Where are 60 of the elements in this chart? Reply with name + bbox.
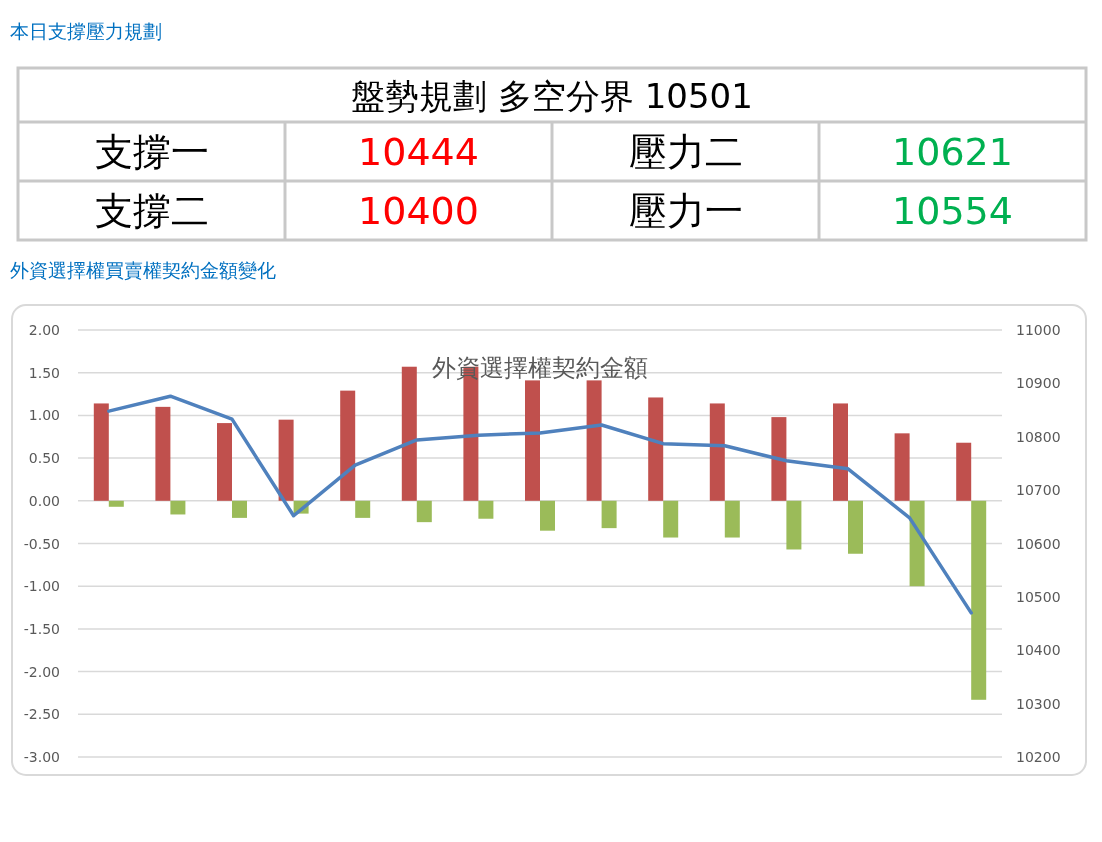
y-tick-label: 2.00 (28, 322, 60, 338)
y-tick-label: -2.00 (23, 663, 60, 680)
bar (833, 403, 848, 501)
y-tick-label: -2.50 (23, 706, 60, 723)
y-tick-label: 1.00 (28, 407, 60, 424)
y-tick-label: -1.50 (23, 620, 60, 637)
bar (170, 500, 186, 515)
data-label: 10621 (892, 130, 1013, 174)
y2-tick-label: 11000 (1016, 322, 1061, 338)
category-label: 支撐二 (94, 189, 209, 233)
y-tick-label: -1.00 (23, 578, 60, 595)
y2-tick-label: 10300 (1016, 695, 1061, 712)
bar (786, 500, 802, 550)
bar (355, 500, 371, 518)
y2-tick-label: 10500 (1016, 588, 1061, 605)
bar (909, 500, 925, 587)
bar (525, 380, 540, 501)
bar (232, 500, 247, 518)
bar (971, 500, 987, 700)
bar (540, 500, 555, 531)
bar (894, 433, 910, 501)
bar (108, 500, 124, 507)
bar (155, 406, 171, 501)
category-label: 壓力二 (628, 130, 743, 174)
bar (93, 403, 109, 501)
text: 本日支撐壓力規劃 (10, 20, 162, 42)
category-label: 壓力一 (628, 189, 743, 233)
y-tick-label: -3.00 (23, 749, 60, 765)
data-label: 10444 (358, 130, 479, 174)
y2-tick-label: 10900 (1016, 375, 1061, 392)
bar (724, 500, 740, 538)
bar (478, 500, 494, 519)
bar (401, 366, 417, 501)
bar (586, 380, 602, 501)
category-label: 支撐一 (94, 130, 209, 174)
bar (340, 390, 356, 501)
bar (278, 419, 294, 501)
y2-tick-label: 10700 (1016, 482, 1061, 499)
y2-tick-label: 10600 (1016, 535, 1061, 552)
y-tick-label: 0.00 (28, 492, 60, 509)
y2-tick-label: 10400 (1016, 642, 1061, 659)
y2-tick-label: 10800 (1016, 428, 1061, 445)
bar (648, 397, 664, 501)
line-series (107, 394, 973, 615)
text: 盤勢規劃 多空分界 10501 (351, 76, 753, 116)
bar (956, 442, 972, 501)
chart-title: 外資選擇權買賣權契約金額變化 (10, 259, 276, 281)
y2-tick-label: 10200 (1016, 749, 1061, 765)
bar (217, 423, 232, 501)
bar (416, 500, 432, 523)
data-label: 10400 (358, 189, 479, 233)
bar (848, 500, 863, 554)
bar (709, 403, 725, 501)
bar (663, 500, 679, 538)
bar (771, 417, 787, 501)
data-label: 10554 (892, 189, 1013, 233)
y-tick-label: 1.50 (28, 364, 60, 381)
y-tick-label: 0.50 (28, 450, 60, 467)
bar (601, 500, 617, 529)
y-tick-label: -0.50 (23, 535, 60, 552)
